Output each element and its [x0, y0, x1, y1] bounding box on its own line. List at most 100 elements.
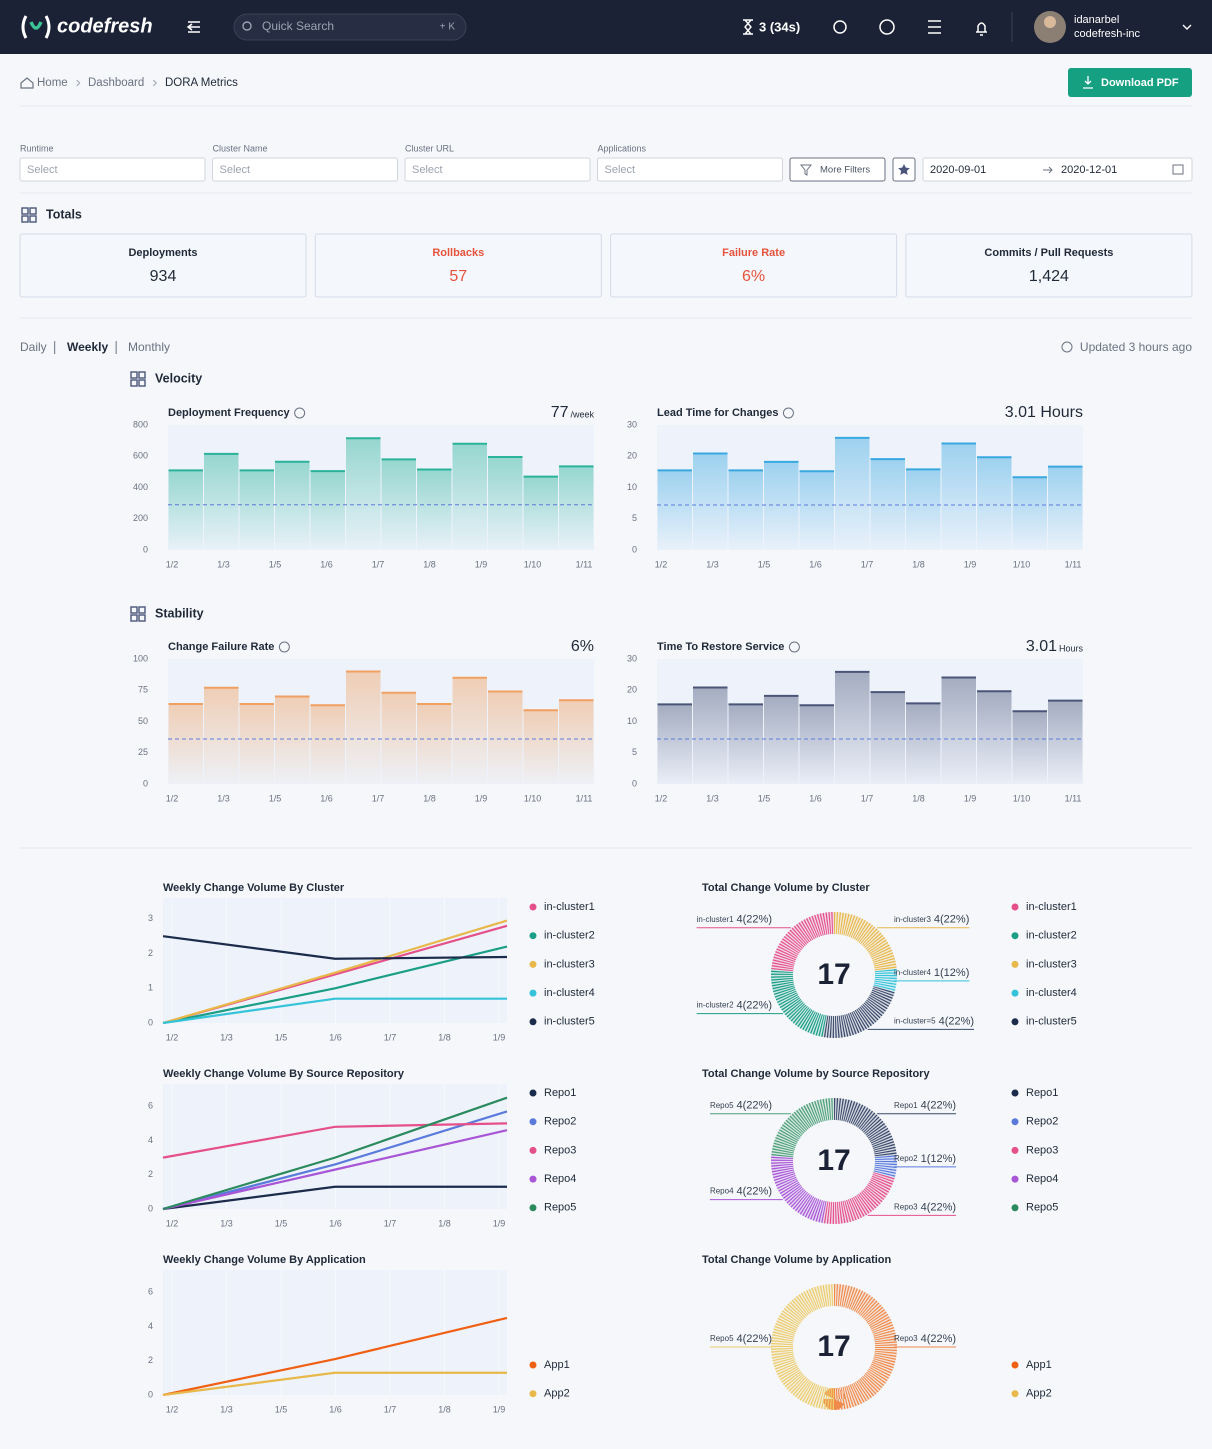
- y-tick-label: 2: [148, 948, 153, 958]
- legend-label[interactable]: in-cluster3: [544, 958, 595, 970]
- donut-total: 17: [817, 1144, 850, 1177]
- menu-toggle[interactable]: [186, 21, 200, 33]
- x-tick-label: 1/9: [475, 793, 488, 803]
- donut-slice: [771, 1284, 835, 1410]
- date-range[interactable]: [922, 157, 1193, 182]
- bar: [941, 443, 976, 550]
- legend-label[interactable]: Repo2: [544, 1116, 576, 1128]
- legend-swatch: [529, 1204, 537, 1212]
- legend-label[interactable]: Repo1: [544, 1087, 576, 1099]
- legend-swatch: [1011, 1204, 1019, 1212]
- slice-name: Repo1: [894, 1101, 918, 1110]
- x-tick-label: 1/7: [384, 1032, 397, 1042]
- bar: [381, 692, 416, 784]
- user-menu-chevron[interactable]: [1182, 24, 1192, 30]
- period-tab[interactable]: Daily: [20, 340, 47, 354]
- legend-label[interactable]: Repo4: [544, 1173, 576, 1185]
- help-icon[interactable]: [278, 641, 290, 653]
- search-box[interactable]: [233, 13, 467, 41]
- bar: [239, 470, 274, 550]
- help-icon[interactable]: [879, 19, 895, 35]
- slice-value: 4(22%): [921, 1201, 956, 1213]
- plot-background: [168, 659, 594, 784]
- x-tick-label: 1/5: [758, 559, 771, 569]
- y-tick-label: 600: [133, 451, 148, 461]
- settings-icon[interactable]: [833, 20, 847, 34]
- breadcrumb-item[interactable]: Home: [37, 77, 68, 89]
- legend-label[interactable]: in-cluster2: [544, 930, 595, 942]
- legend-label[interactable]: App2: [1026, 1388, 1052, 1400]
- series-line: [162, 919, 508, 1025]
- y-tick-label: 1: [148, 983, 153, 993]
- legend-label[interactable]: in-cluster1: [544, 901, 595, 913]
- breadcrumb-item[interactable]: Dashboard: [88, 77, 144, 89]
- legend-label[interactable]: in-cluster5: [544, 1016, 595, 1028]
- help-icon[interactable]: [294, 407, 306, 419]
- legend-swatch: [1011, 1361, 1019, 1369]
- legend-label[interactable]: Repo4: [1026, 1173, 1058, 1185]
- list-icon[interactable]: [928, 20, 941, 34]
- legend-label[interactable]: in-cluster2: [1026, 930, 1077, 942]
- bar: [835, 671, 870, 784]
- legend-swatch: [529, 1175, 537, 1183]
- legend-label[interactable]: App1: [1026, 1359, 1052, 1371]
- y-tick-label: 0: [632, 544, 637, 554]
- legend-swatch: [1011, 989, 1019, 997]
- bar: [452, 677, 487, 784]
- x-tick-label: 1/2: [166, 1404, 179, 1414]
- y-tick-label: 0: [148, 1203, 153, 1213]
- series-line: [162, 1096, 508, 1211]
- bell-icon[interactable]: [976, 22, 987, 36]
- x-tick-label: 1/7: [384, 1218, 397, 1228]
- chart-title: Lead Time for Changes: [657, 407, 778, 419]
- legend-label[interactable]: Repo1: [1026, 1087, 1058, 1099]
- filter-select[interactable]: [597, 157, 783, 182]
- legend-swatch: [529, 989, 537, 997]
- slice-name: Repo3: [894, 1334, 918, 1343]
- date-from: 2020-09-01: [930, 164, 986, 176]
- slice-name: in-cluster3: [894, 915, 931, 924]
- download-button[interactable]: [1068, 68, 1192, 97]
- filter-select[interactable]: [404, 157, 591, 182]
- total-card: [610, 233, 898, 298]
- legend-label[interactable]: Repo3: [544, 1144, 576, 1156]
- x-tick-label: 1/11: [1065, 793, 1082, 803]
- legend-label[interactable]: Repo5: [1026, 1202, 1058, 1214]
- help-icon[interactable]: [782, 407, 794, 419]
- slice-value: 1(12%): [921, 1153, 956, 1165]
- bar: [693, 687, 728, 784]
- legend-label[interactable]: in-cluster4: [1026, 987, 1077, 999]
- builds-icon: [743, 19, 753, 35]
- legend-label[interactable]: in-cluster3: [1026, 958, 1077, 970]
- y-tick-label: 75: [138, 685, 148, 695]
- x-tick-label: 1/8: [438, 1032, 451, 1042]
- legend-label[interactable]: Repo5: [544, 1202, 576, 1214]
- legend-swatch: [1011, 932, 1019, 940]
- x-tick-label: 1/10: [524, 559, 542, 569]
- bar: [239, 704, 274, 784]
- x-tick-label: 1/5: [758, 793, 771, 803]
- filter-select[interactable]: [212, 157, 398, 182]
- more-filters-button[interactable]: [789, 157, 886, 182]
- donut-slice: [771, 912, 835, 972]
- legend-label[interactable]: App1: [544, 1359, 570, 1371]
- y-tick-label: 3: [148, 913, 153, 923]
- y-tick-label: 20: [627, 451, 637, 461]
- clock-icon: [1061, 341, 1073, 353]
- legend-label[interactable]: App2: [544, 1388, 570, 1400]
- help-icon[interactable]: [788, 641, 800, 653]
- filter-select[interactable]: [19, 157, 206, 182]
- x-tick-label: 1/3: [220, 1404, 233, 1414]
- period-tab[interactable]: Monthly: [128, 340, 170, 354]
- legend-label[interactable]: Repo3: [1026, 1144, 1058, 1156]
- legend-label[interactable]: in-cluster4: [544, 987, 595, 999]
- x-tick-label: 1/2: [655, 793, 668, 803]
- period-tab[interactable]: Weekly: [67, 340, 108, 354]
- bar: [799, 471, 834, 550]
- legend-label[interactable]: in-cluster5: [1026, 1016, 1077, 1028]
- y-tick-label: 2: [148, 1355, 153, 1365]
- legend-label[interactable]: Repo2: [1026, 1116, 1058, 1128]
- y-tick-label: 2: [148, 1169, 153, 1179]
- legend-label[interactable]: in-cluster1: [1026, 901, 1077, 913]
